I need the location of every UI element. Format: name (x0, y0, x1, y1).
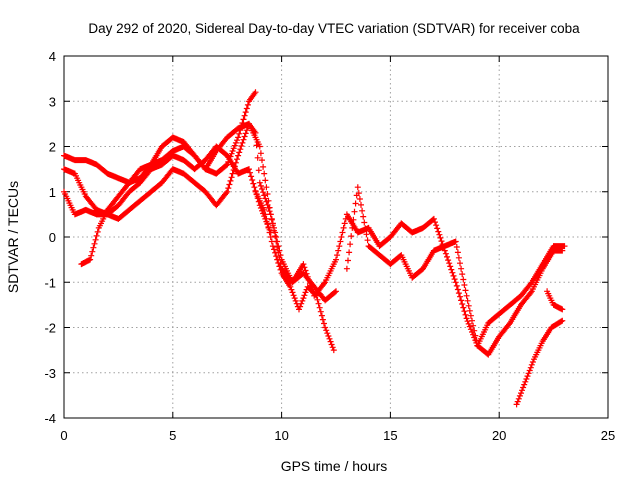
series-3 (61, 120, 339, 304)
axis-ticks: 0 5 10 15 20 25 -4 -3 -2 -1 0 1 2 3 4 (44, 49, 615, 443)
x-tick-label: 20 (492, 428, 506, 443)
series-1-markers (61, 120, 568, 349)
chart-title: Day 292 of 2020, Sidereal Day-to-day VTE… (88, 21, 580, 36)
y-tick-label: 2 (49, 140, 56, 155)
y-tick-label: 0 (49, 230, 56, 245)
x-tick-label: 0 (60, 428, 67, 443)
series-8-markers (544, 288, 566, 313)
series-5-markers (252, 188, 337, 354)
data-points (61, 89, 568, 408)
x-axis-label: GPS time / hours (281, 458, 388, 474)
x-tick-label: 15 (383, 428, 397, 443)
x-tick-label: 5 (169, 428, 176, 443)
series-6 (343, 184, 566, 358)
y-tick-label: -1 (44, 275, 56, 290)
series-4-markers (78, 89, 259, 268)
series-7 (513, 317, 566, 408)
series-1 (61, 120, 568, 349)
series-7-markers (513, 317, 566, 408)
y-tick-label: 3 (49, 94, 56, 109)
y-tick-label: 1 (49, 185, 56, 200)
y-tick-label: 4 (49, 49, 56, 64)
y-tick-label: -4 (44, 411, 56, 426)
y-tick-label: -3 (44, 366, 56, 381)
series-6-markers (343, 184, 566, 358)
series-5 (252, 188, 337, 354)
y-axis-label: SDTVAR / TECUs (5, 181, 21, 293)
x-tick-label: 10 (274, 428, 288, 443)
series-3-markers (61, 120, 339, 304)
series-4 (78, 89, 259, 268)
y-tick-label: -2 (44, 321, 56, 336)
series-8 (544, 288, 566, 313)
x-tick-label: 25 (601, 428, 615, 443)
